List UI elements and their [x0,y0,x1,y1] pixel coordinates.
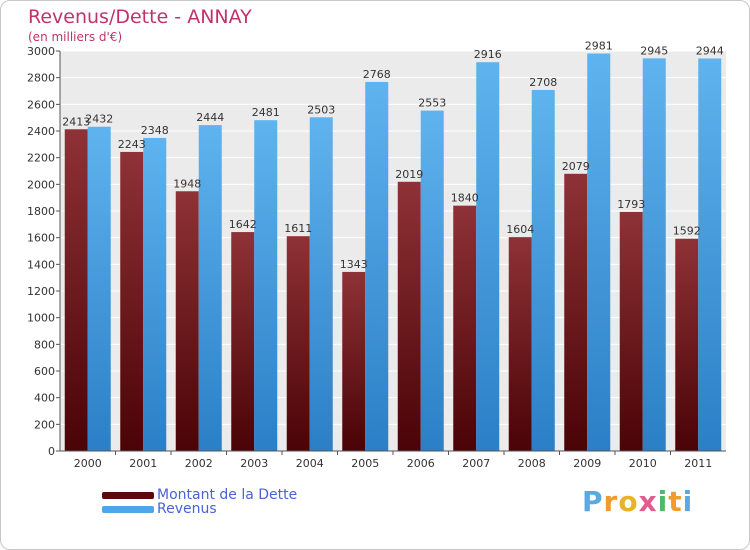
data-label-dette: 1604 [506,223,534,236]
data-label-dette: 1948 [173,177,201,190]
legend-item-dette: Montant de la Dette [102,487,297,503]
bar-dette [286,236,310,451]
x-tick-label: 2003 [240,457,268,470]
legend-swatch-dette [102,491,154,499]
y-tick-label: 1600 [27,232,55,245]
logo-letter: r [603,485,619,518]
logo-letter: i [657,485,669,518]
x-tick-label: 2004 [296,457,324,470]
data-label-dette: 2019 [395,168,423,181]
y-tick-label: 0 [48,445,55,458]
bar-revenus [198,125,222,451]
bar-dette [619,211,643,451]
data-label-revenus: 2444 [196,111,224,124]
bar-revenus [476,62,500,451]
bar-dette [231,232,255,451]
data-label-dette: 2243 [118,138,146,151]
y-tick-label: 2200 [27,152,55,165]
bar-revenus [254,120,278,451]
data-label-dette: 2079 [562,160,590,173]
data-label-revenus: 2768 [363,68,391,81]
bar-dette [342,271,366,451]
data-label-revenus: 2916 [474,48,502,61]
data-label-revenus: 2481 [252,106,280,119]
y-tick-label: 1200 [27,285,55,298]
y-tick-label: 1400 [27,258,55,271]
x-tick-label: 2008 [518,457,546,470]
bar-dette [397,181,421,452]
bar-revenus [365,81,389,451]
bar-revenus [87,126,111,451]
data-label-dette: 1793 [617,198,645,211]
data-label-revenus: 2553 [418,97,446,110]
bar-revenus [420,110,444,451]
logo-letter: P [582,485,604,518]
y-tick-label: 400 [34,392,55,405]
logo-letter: x [638,485,658,518]
data-label-dette: 2413 [62,115,90,128]
data-label-revenus: 2348 [141,124,169,137]
x-tick-label: 2001 [129,457,157,470]
bar-dette [120,151,144,451]
bar-revenus [587,53,611,452]
legend-item-revenus: Revenus [102,501,217,517]
legend-label-dette: Montant de la Dette [157,487,298,503]
data-label-dette: 1642 [229,218,257,231]
y-tick-label: 2400 [27,125,55,138]
data-label-revenus: 2503 [307,103,335,116]
data-label-revenus: 2944 [696,44,724,57]
logo-letter: i [682,485,694,518]
y-tick-label: 1000 [27,312,55,325]
data-label-dette: 1611 [284,222,312,235]
x-tick-label: 2006 [407,457,435,470]
y-tick-label: 2000 [27,178,55,191]
bar-dette [508,237,532,451]
y-tick-label: 200 [34,418,55,431]
x-tick-label: 2005 [351,457,379,470]
data-label-dette: 1343 [340,258,368,271]
plot-area [60,51,726,451]
legend-label-revenus: Revenus [157,501,217,517]
x-tick-label: 2007 [462,457,490,470]
y-tick-label: 600 [34,365,55,378]
legend-swatch-revenus [102,505,154,513]
data-label-revenus: 2945 [640,44,668,57]
logo-letter: t [668,485,683,518]
data-label-dette: 1592 [673,225,701,238]
bar-revenus [698,58,722,451]
bar-dette [453,205,477,451]
y-tick-label: 2600 [27,98,55,111]
chart-title: Revenus/Dette - ANNAY [28,6,252,28]
bar-dette [175,191,199,451]
proxiti-logo: Proxiti [582,485,693,518]
chart-subtitle: (en milliers d'€) [28,30,123,44]
y-tick-label: 2800 [27,72,55,85]
bar-revenus [309,117,333,452]
bar-dette [64,129,88,451]
data-label-revenus: 2432 [85,113,113,126]
bar-revenus [143,137,167,451]
y-tick-label: 800 [34,338,55,351]
x-tick-label: 2009 [573,457,601,470]
bar-revenus [642,58,666,451]
y-tick-label: 3000 [27,45,55,58]
data-label-dette: 1840 [451,192,479,205]
bar-dette [675,238,699,451]
data-label-revenus: 2981 [585,40,613,53]
x-tick-label: 2000 [74,457,102,470]
x-tick-label: 2002 [185,457,213,470]
data-label-revenus: 2708 [529,76,557,89]
logo-letter: o [618,485,639,518]
bar-dette [564,173,588,452]
x-tick-label: 2010 [629,457,657,470]
y-tick-label: 1800 [27,205,55,218]
bar-revenus [531,89,555,451]
x-tick-label: 2011 [684,457,712,470]
